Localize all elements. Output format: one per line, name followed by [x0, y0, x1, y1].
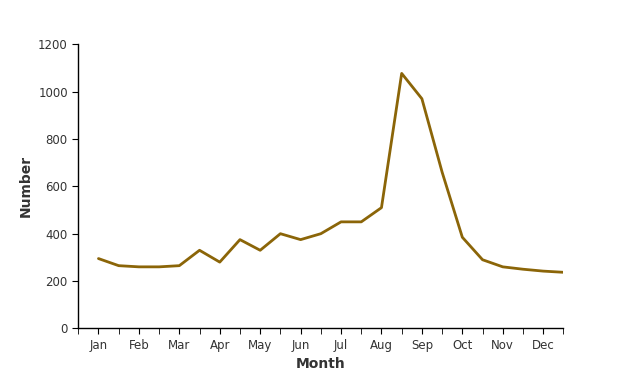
X-axis label: Month: Month	[296, 358, 346, 369]
Y-axis label: Number: Number	[19, 155, 33, 217]
